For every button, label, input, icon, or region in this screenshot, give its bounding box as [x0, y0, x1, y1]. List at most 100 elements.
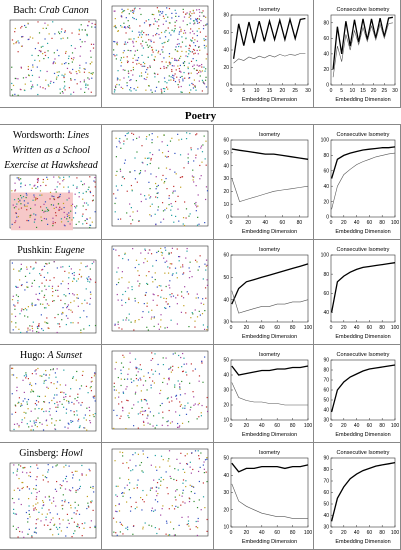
plot-dot [144, 410, 146, 412]
plot-dot [56, 331, 58, 334]
plot-dot [136, 181, 138, 183]
row-label: Hugo: A Sunset [2, 348, 100, 363]
plot-dot [76, 83, 78, 85]
series-line [330, 262, 396, 313]
plot-dot [17, 51, 19, 53]
plot-dot [120, 369, 122, 371]
plot-dot [11, 299, 14, 301]
chart-title: Consecutive Isometry [337, 132, 390, 138]
plot-dot [161, 141, 163, 143]
plot-dot [205, 58, 207, 60]
x-tick-label: 20 [371, 88, 377, 94]
plot-dot [14, 189, 17, 191]
plot-dot [140, 400, 143, 402]
plot-dot [184, 393, 186, 395]
plot-dot [126, 138, 128, 140]
plot-dot [85, 474, 87, 476]
plot-dot [119, 451, 121, 453]
plot-dot [198, 21, 200, 24]
plot-dot [113, 25, 115, 28]
plot-dot [68, 423, 70, 425]
plot-dot [53, 500, 55, 502]
plot-dot [145, 89, 147, 91]
plot-dot [154, 76, 156, 78]
plot-dot [125, 43, 127, 45]
plot-dot [33, 509, 35, 511]
plot-dot [203, 39, 205, 42]
plot-dot [129, 361, 131, 363]
plot-dot [23, 391, 25, 394]
plot-dot [28, 475, 30, 477]
plot-dot [92, 485, 94, 488]
plot-dot [175, 479, 178, 482]
plot-dot [163, 134, 165, 136]
plot-dot [87, 280, 89, 282]
plot-dot [23, 309, 25, 311]
plot-dot [76, 294, 78, 296]
plot-dot [74, 398, 76, 400]
plot-dot [121, 176, 124, 178]
plot-dot [45, 79, 47, 81]
plot-dot [160, 88, 162, 90]
plot-dot [67, 283, 70, 285]
plot-dot [160, 514, 162, 516]
plot-dot [49, 414, 51, 416]
plot-dot [156, 196, 159, 199]
plot-dot [36, 181, 39, 183]
plot-dot [37, 401, 40, 403]
recurrence-plot [111, 5, 209, 95]
plot-dot [141, 499, 144, 501]
plot-dot [64, 488, 67, 490]
plot-dot [90, 56, 92, 58]
plot-dot [164, 88, 166, 90]
plot-dot [82, 198, 84, 200]
plot-dot [83, 79, 85, 81]
plot-dot [149, 187, 151, 190]
plot-dot [147, 372, 149, 374]
plot-dot [200, 20, 202, 22]
y-tick-label: 50 [323, 502, 329, 508]
plot-dot [14, 404, 16, 406]
plot-dot [199, 255, 201, 257]
plot-dot [150, 318, 152, 320]
plot-dot [196, 69, 198, 71]
plot-dot [21, 487, 23, 490]
plot-dot [198, 499, 200, 501]
plot-dot [189, 132, 191, 135]
y-tick-label: 20 [223, 507, 229, 513]
plot-dot [185, 312, 187, 314]
plot-dot [81, 401, 83, 404]
plot-dot [179, 76, 182, 79]
plot-dot [20, 186, 22, 188]
plot-dot [144, 62, 146, 65]
plot-dot [19, 88, 21, 90]
series-line [232, 16, 306, 59]
plot-dot [162, 87, 165, 90]
plot-dot [49, 512, 51, 514]
plot-dot [18, 177, 20, 179]
plot-dot [139, 75, 141, 77]
plot-dot [122, 410, 124, 412]
plot-dot [34, 424, 36, 426]
plot-dot [79, 316, 81, 319]
plot-dot [135, 374, 138, 376]
plot-dot [15, 528, 18, 530]
y-tick-label: 90 [323, 456, 329, 462]
plot-dot [63, 392, 65, 394]
plot-dot [196, 316, 199, 318]
plot-dot [54, 402, 56, 405]
plot-dot [115, 137, 117, 139]
plot-dot [128, 478, 130, 481]
plot-dot [146, 403, 148, 405]
y-tick-label: 30 [223, 490, 229, 496]
plot-dot [133, 404, 135, 406]
plot-dot [204, 79, 207, 81]
plot-dot [113, 193, 115, 195]
plot-dot [166, 144, 169, 146]
plot-dot [35, 523, 37, 525]
plot-dot [89, 176, 91, 178]
plot-dot [120, 86, 122, 88]
plot-dot [165, 298, 168, 300]
plot-dot [121, 8, 123, 10]
